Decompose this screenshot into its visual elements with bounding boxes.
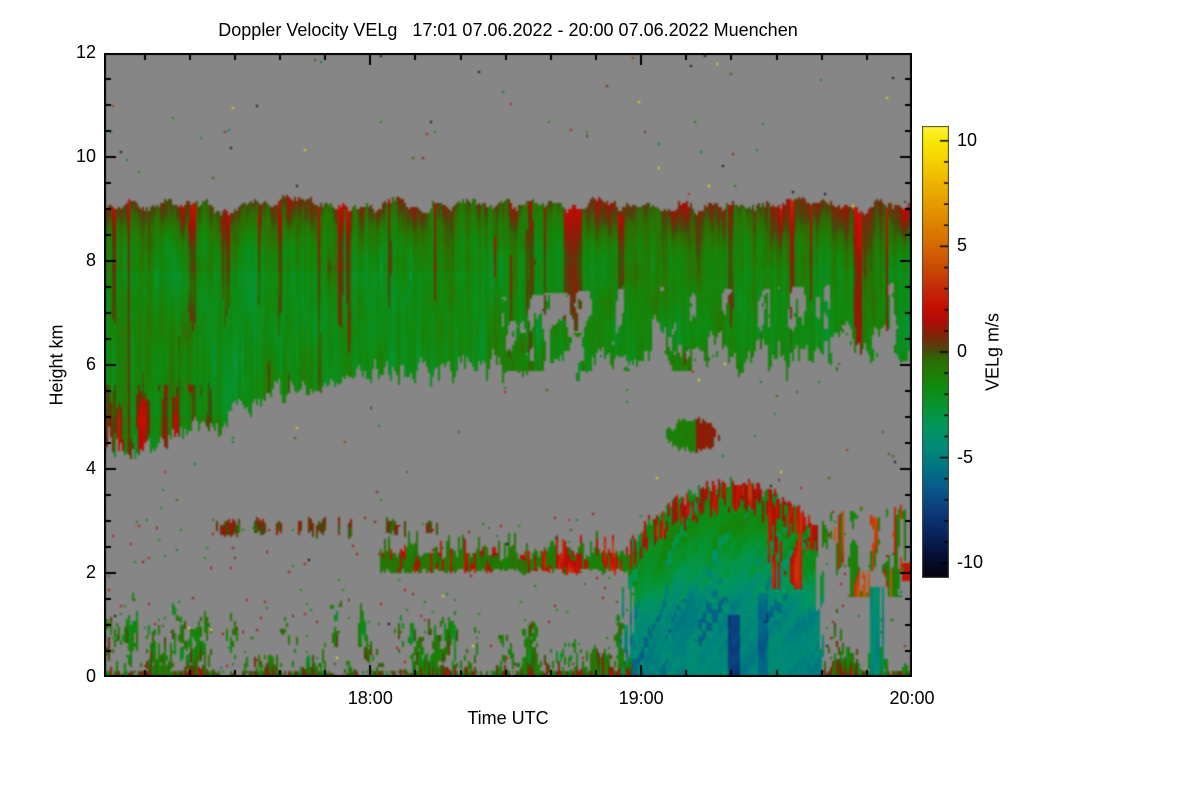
y-tick-label: 2 — [85, 562, 96, 582]
y-tick-label: 0 — [85, 666, 96, 686]
colorbar-tick-label: -5 — [957, 446, 974, 467]
y-tick-label: 6 — [85, 354, 96, 374]
x-tick-label: 20:00 — [889, 688, 935, 708]
x-tick-label: 18:00 — [347, 688, 393, 708]
chart-title: Doppler Velocity VELg 17:01 07.06.2022 -… — [218, 20, 798, 40]
colorbar-tick-label: 10 — [957, 129, 978, 150]
x-axis-label: Time UTC — [467, 708, 549, 728]
colorbar — [922, 126, 949, 578]
x-tick-label: 19:00 — [618, 688, 664, 708]
y-tick-label: 8 — [85, 250, 96, 270]
colorbar-tick-label: -10 — [957, 552, 984, 573]
y-tick-label: 12 — [75, 42, 96, 62]
colorbar-tick-label: 0 — [957, 341, 968, 361]
colorbar-tick-label: 5 — [957, 235, 968, 256]
velocity-heatmap — [104, 53, 912, 677]
y-tick-label: 4 — [85, 458, 96, 478]
y-tick-label: 10 — [75, 146, 96, 166]
